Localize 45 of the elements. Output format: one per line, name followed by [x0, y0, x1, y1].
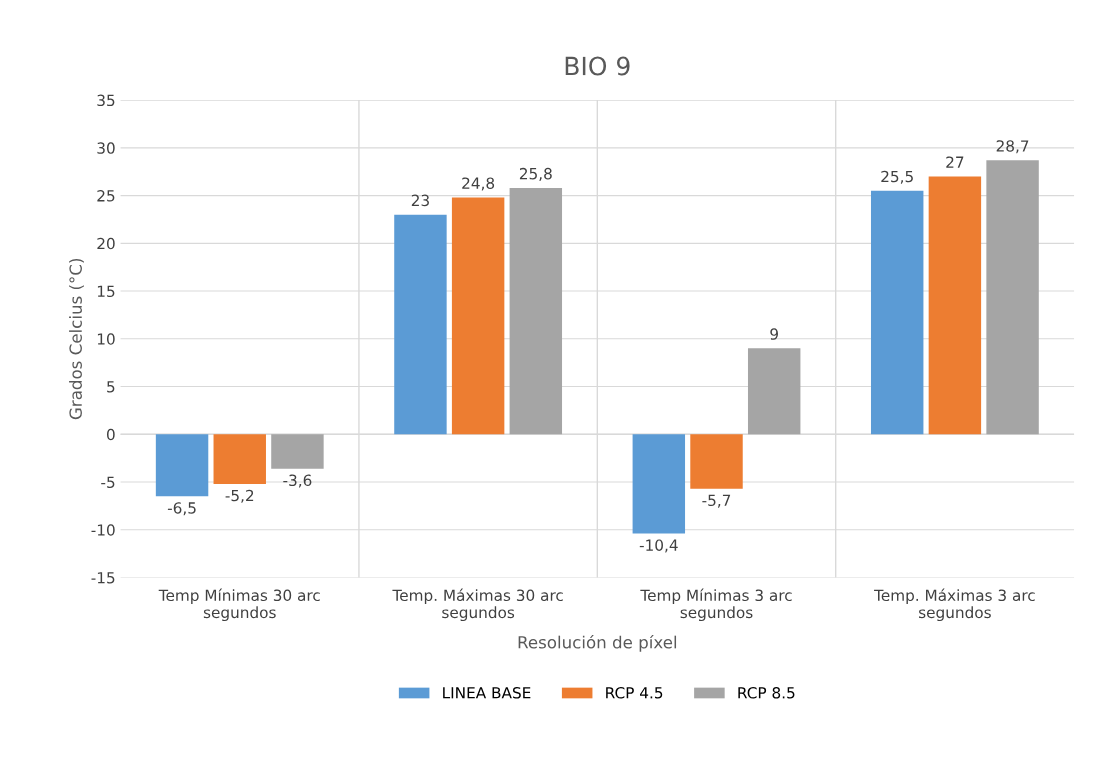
legend-label: LINEA BASE — [443, 687, 531, 699]
chart-title: BIO 9 — [565, 56, 630, 76]
y-tick-label: -10 — [91, 524, 115, 536]
data-label: -3,6 — [283, 474, 312, 488]
data-label: 23 — [411, 194, 429, 207]
data-label: 28,7 — [996, 140, 1029, 154]
bar — [986, 160, 1039, 435]
data-label: 27 — [946, 156, 964, 168]
x-axis-title: Resolución de píxel — [518, 635, 677, 652]
data-label: 9 — [770, 328, 778, 340]
bar — [509, 187, 563, 435]
bar — [747, 348, 801, 435]
data-label: -5,2 — [225, 489, 254, 503]
legend-label: RCP 8.5 — [738, 687, 795, 699]
bar — [870, 190, 924, 435]
y-tick-label: -5 — [101, 476, 115, 489]
bar — [690, 434, 743, 489]
bar — [271, 434, 324, 469]
bar — [451, 197, 505, 435]
y-tick-label: 30 — [97, 142, 115, 154]
data-label: 25,5 — [881, 170, 913, 184]
y-tick-label: 5 — [107, 381, 115, 393]
y-tick-label: -15 — [91, 572, 115, 584]
data-label: -6,5 — [167, 502, 196, 516]
data-label: -5,7 — [702, 494, 731, 508]
y-tick-label: 0 — [106, 428, 115, 441]
data-label: 24,8 — [462, 177, 495, 191]
y-tick-label: 15 — [97, 285, 115, 298]
x-tick-label: Temp. Máximas 3 arc segundos — [874, 588, 1035, 622]
bar — [928, 176, 982, 435]
x-tick-label: Temp. Máximas 30 arc segundos — [392, 588, 563, 622]
y-tick-label: 25 — [97, 190, 115, 202]
data-label: 25,8 — [519, 167, 552, 181]
bar — [632, 434, 686, 534]
y-axis-title: Grados Celcius (°C) — [69, 258, 84, 420]
y-tick-label: 20 — [97, 237, 115, 250]
data-label: -10,4 — [639, 539, 678, 553]
x-tick-label: Temp Mínimas 30 arc segundos — [158, 588, 320, 622]
bar — [394, 214, 447, 435]
y-tick-label: 35 — [97, 94, 115, 107]
bar — [213, 434, 266, 484]
x-tick-label: Temp Mínimas 3 arc segundos — [640, 588, 792, 622]
y-tick-label: 10 — [97, 333, 115, 345]
bar — [155, 434, 209, 497]
legend-label: RCP 4.5 — [606, 687, 663, 699]
